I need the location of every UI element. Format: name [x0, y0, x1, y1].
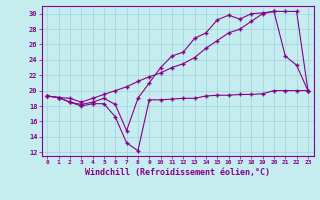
X-axis label: Windchill (Refroidissement éolien,°C): Windchill (Refroidissement éolien,°C): [85, 168, 270, 177]
